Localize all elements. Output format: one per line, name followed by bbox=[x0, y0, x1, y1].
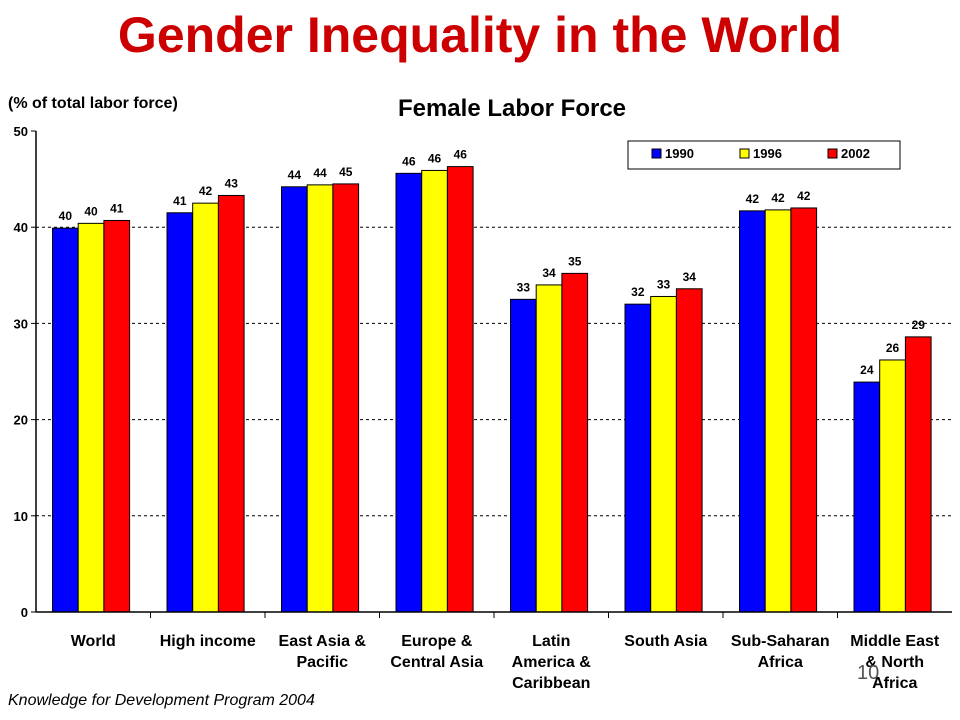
data-label: 34 bbox=[683, 270, 697, 284]
legend: 1990 1996 2002 bbox=[627, 140, 901, 170]
category-label: Caribbean bbox=[512, 675, 590, 692]
data-label: 41 bbox=[173, 194, 187, 208]
data-label: 26 bbox=[886, 341, 900, 355]
bar bbox=[853, 381, 881, 613]
category-label: Central Asia bbox=[390, 654, 483, 671]
bar bbox=[675, 288, 703, 613]
data-label: 46 bbox=[454, 148, 468, 162]
bar bbox=[535, 284, 563, 613]
category-label: Africa bbox=[872, 675, 917, 692]
bar bbox=[217, 194, 245, 613]
category-label: East Asia & bbox=[279, 633, 367, 650]
data-label: 42 bbox=[797, 189, 811, 203]
bar bbox=[904, 336, 932, 613]
footer-source: Knowledge for Development Program 2004 bbox=[8, 692, 315, 709]
category-label: South Asia bbox=[624, 633, 707, 650]
slide-number: 10 bbox=[857, 662, 880, 684]
data-label: 29 bbox=[912, 318, 926, 332]
category-label: & North bbox=[865, 654, 924, 671]
data-label: 45 bbox=[339, 165, 353, 179]
category-label: World bbox=[71, 633, 116, 650]
data-label: 42 bbox=[771, 191, 785, 205]
y-tick-label: 40 bbox=[14, 220, 28, 235]
bar bbox=[510, 298, 537, 613]
category-label: Europe & bbox=[401, 633, 473, 650]
slide-title: Gender Inequality in the World bbox=[117, 7, 843, 63]
y-tick-label: 0 bbox=[21, 605, 28, 620]
data-label: 44 bbox=[313, 166, 327, 180]
bar bbox=[790, 207, 818, 613]
legend-label: 1996 bbox=[753, 146, 782, 161]
category-label: America & bbox=[512, 654, 592, 671]
bar bbox=[103, 219, 131, 613]
bar bbox=[192, 202, 219, 613]
bar bbox=[624, 303, 652, 613]
category-label: Sub-Saharan bbox=[731, 633, 830, 650]
data-label: 24 bbox=[860, 363, 874, 377]
bar bbox=[879, 359, 906, 613]
data-label: 43 bbox=[225, 176, 239, 190]
bar bbox=[561, 272, 589, 613]
category-label: Africa bbox=[758, 654, 803, 671]
y-axis-label: (% of total labor force) bbox=[8, 95, 178, 112]
data-label: 42 bbox=[199, 184, 213, 198]
data-label: 34 bbox=[542, 266, 556, 280]
legend-label: 1990 bbox=[665, 146, 694, 161]
category-labels: World High income East Asia & Pacific Europe… bbox=[71, 633, 940, 692]
data-label: 42 bbox=[746, 192, 760, 206]
legend-swatch bbox=[739, 148, 750, 159]
bar bbox=[650, 295, 677, 613]
data-label: 33 bbox=[517, 280, 531, 294]
bar bbox=[52, 227, 79, 613]
chart-title: Female Labor Force bbox=[398, 95, 626, 122]
legend-swatch bbox=[827, 148, 838, 159]
bar bbox=[421, 169, 448, 613]
bar bbox=[166, 212, 194, 613]
data-label: 40 bbox=[59, 209, 73, 223]
bar bbox=[77, 222, 105, 613]
axes: 0 10 20 30 40 50 bbox=[14, 124, 952, 620]
legend-box bbox=[627, 140, 901, 170]
bars bbox=[52, 166, 932, 613]
legend-label: 2002 bbox=[841, 146, 870, 161]
y-tick-label: 10 bbox=[14, 509, 28, 524]
bar bbox=[446, 166, 474, 613]
category-label: High income bbox=[160, 633, 256, 650]
data-label: 46 bbox=[402, 154, 416, 168]
data-labels: 40 40 41 41 42 43 44 44 45 46 46 46 33 34 35 32 33 34 42 42… bbox=[59, 148, 926, 377]
bar bbox=[395, 172, 423, 613]
legend-swatch bbox=[651, 148, 662, 159]
category-label: Middle East bbox=[850, 633, 940, 650]
data-label: 46 bbox=[428, 151, 442, 165]
y-tick-label: 30 bbox=[14, 316, 28, 331]
data-label: 41 bbox=[110, 201, 124, 215]
bar bbox=[332, 183, 360, 613]
bar bbox=[306, 184, 334, 613]
bar bbox=[281, 186, 308, 613]
data-label: 35 bbox=[568, 254, 582, 268]
y-tick-label: 20 bbox=[14, 413, 28, 428]
data-label: 33 bbox=[657, 277, 671, 291]
data-label: 32 bbox=[631, 285, 645, 299]
data-label: 44 bbox=[288, 168, 302, 182]
category-label: Latin bbox=[532, 633, 570, 650]
category-label: Pacific bbox=[296, 654, 348, 671]
bar bbox=[764, 209, 792, 613]
y-tick-label: 50 bbox=[14, 124, 28, 139]
data-label: 40 bbox=[84, 204, 98, 218]
bar bbox=[739, 210, 766, 613]
